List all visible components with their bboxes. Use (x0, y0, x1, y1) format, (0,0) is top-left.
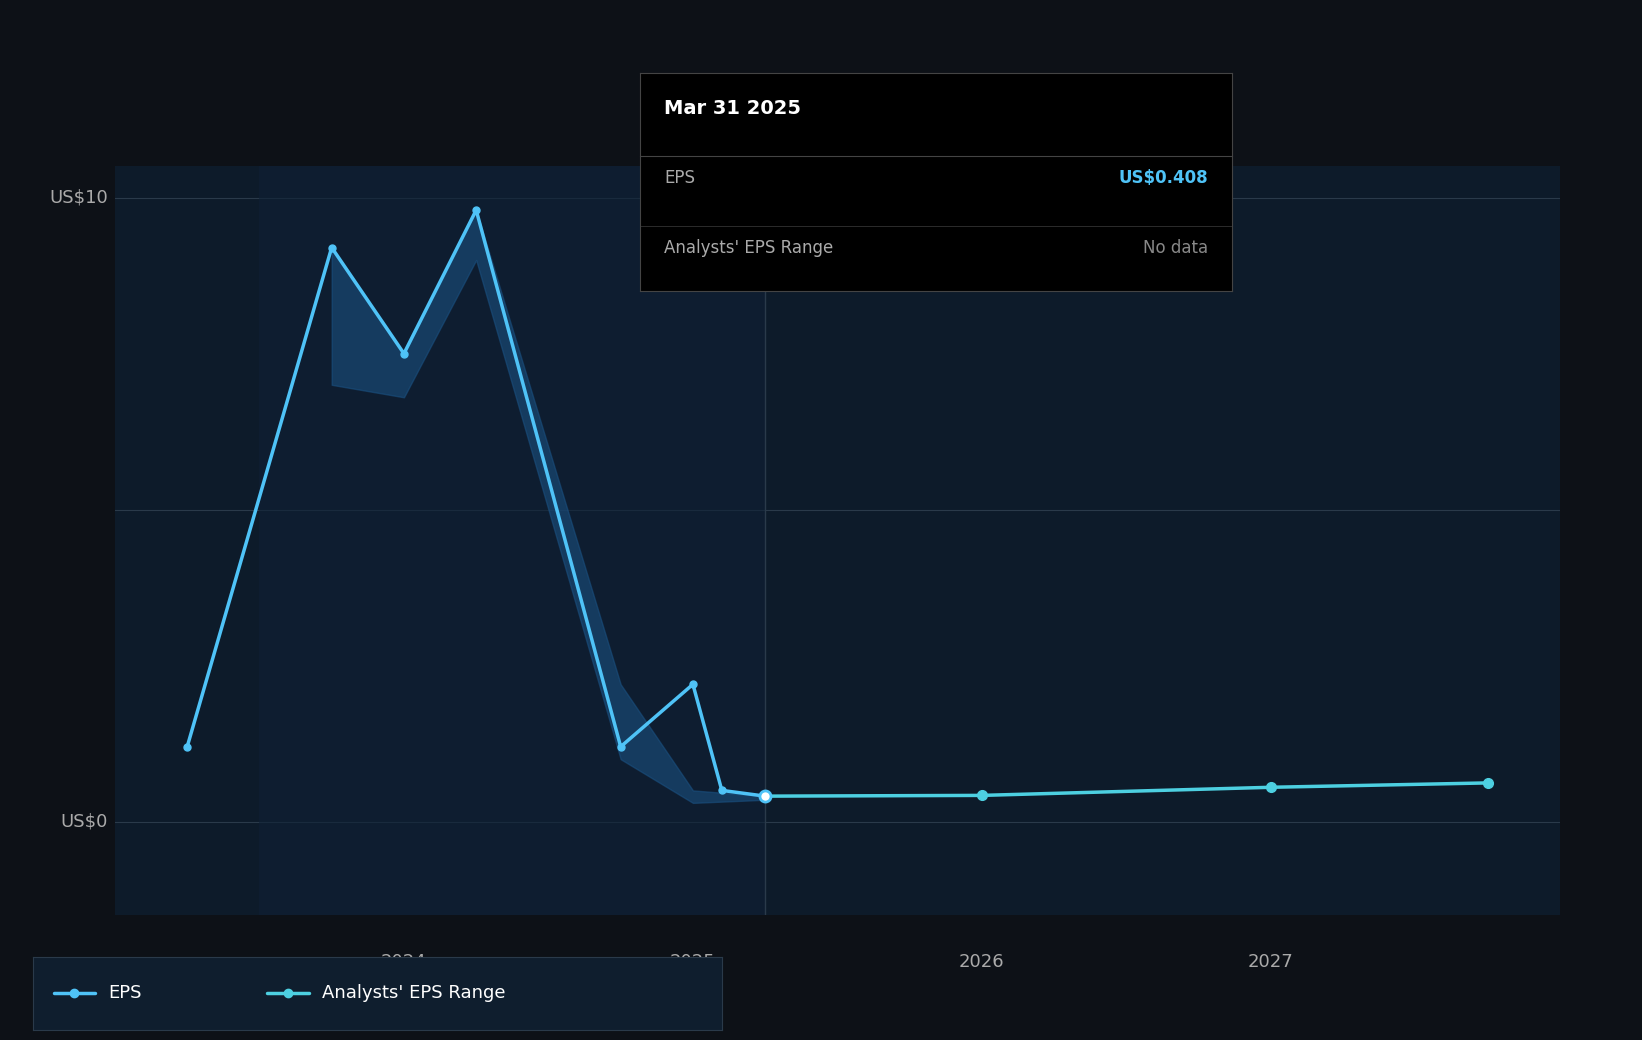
Text: 2027: 2027 (1248, 953, 1294, 970)
Text: No data: No data (1143, 239, 1209, 257)
Text: Analysts' EPS Range: Analysts' EPS Range (663, 239, 832, 257)
Text: Actual: Actual (686, 171, 750, 188)
Text: 2026: 2026 (959, 953, 1005, 970)
Text: US$10: US$10 (49, 188, 108, 207)
Text: US$0: US$0 (61, 812, 108, 831)
Text: 2024: 2024 (381, 953, 427, 970)
Text: Analysts Forecasts: Analysts Forecasts (795, 171, 962, 188)
Text: US$0.408: US$0.408 (1118, 168, 1209, 187)
Text: Mar 31 2025: Mar 31 2025 (663, 99, 801, 118)
Text: Analysts' EPS Range: Analysts' EPS Range (322, 984, 506, 1003)
Text: 2025: 2025 (670, 953, 716, 970)
Text: EPS: EPS (663, 168, 695, 187)
Bar (259, 166, 765, 915)
Text: EPS: EPS (108, 984, 143, 1003)
